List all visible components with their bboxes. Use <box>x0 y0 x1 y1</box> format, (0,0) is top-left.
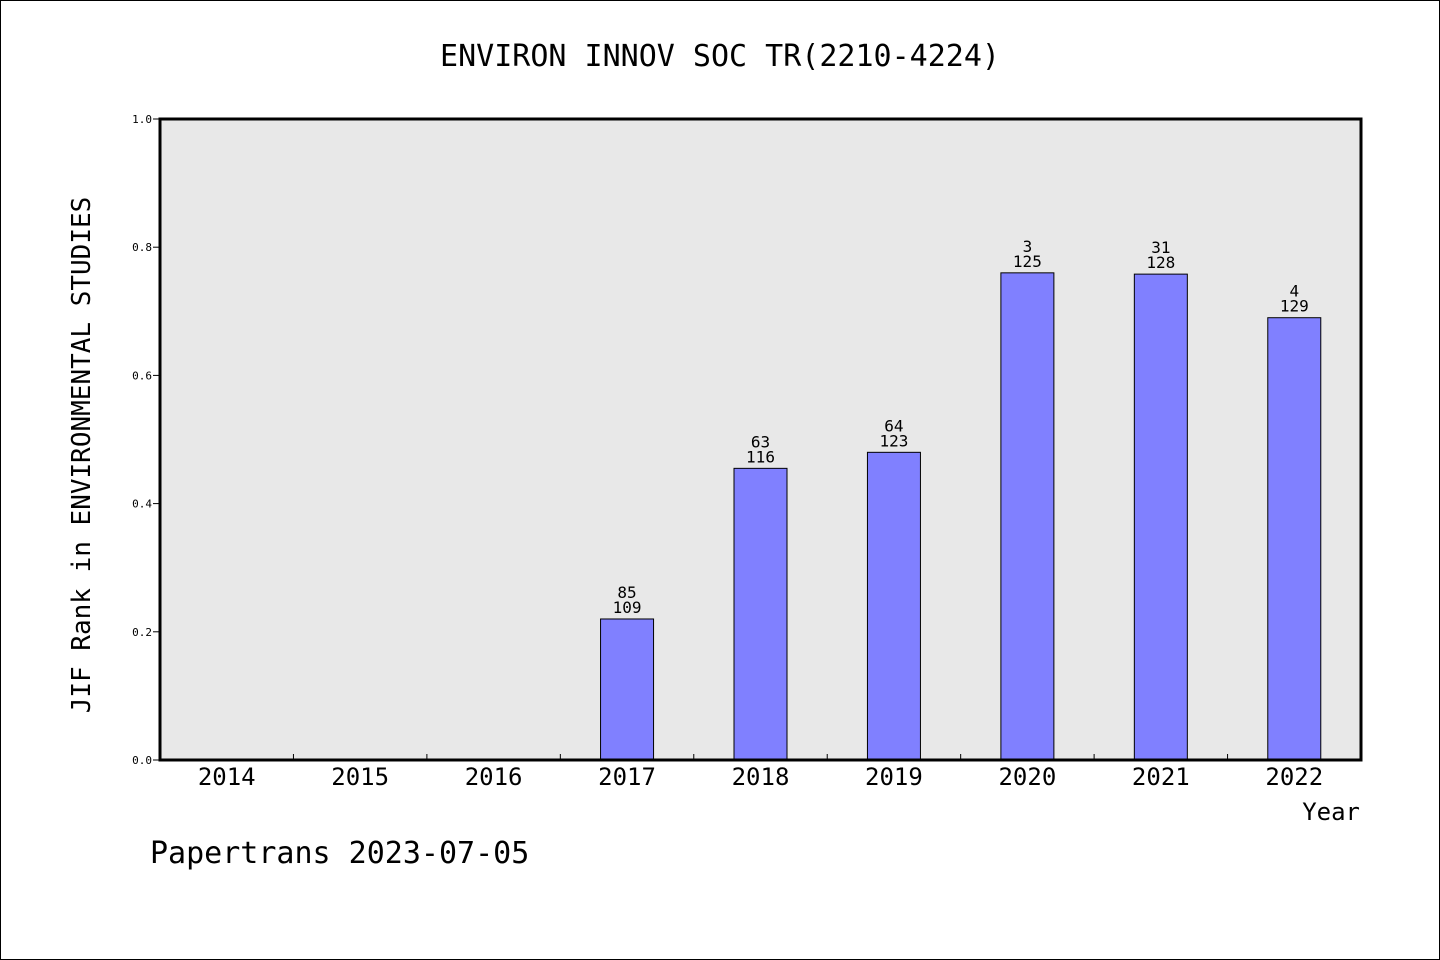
rank-label: 64 <box>884 416 903 435</box>
x-axis-ticks: 2014 2015 2016 2017 2018 2019 2020 2021 2022 <box>198 754 1323 791</box>
y-tick-label: 1.0 <box>132 113 152 126</box>
y-tick-label: 0.8 <box>132 241 152 254</box>
x-tick-label: 2016 <box>465 763 523 791</box>
bar-2021 <box>1133 273 1188 761</box>
bar-2018 <box>733 467 788 761</box>
y-tick-label: 0.4 <box>132 498 152 511</box>
chart-title: ENVIRON INNOV SOC TR(2210-4224) <box>440 39 1000 74</box>
total-label: 128 <box>1146 253 1175 272</box>
x-tick-label: 2017 <box>598 763 656 791</box>
bar-2020 <box>1000 272 1055 761</box>
rank-label: 63 <box>751 432 770 451</box>
plot-border <box>158 117 1363 762</box>
x-axis-label: Year <box>1302 798 1360 826</box>
y-axis-label: JIF Rank in ENVIRONMENTAL STUDIES <box>67 197 97 714</box>
x-tick-label: 2021 <box>1132 763 1190 791</box>
y-tick-label: 0.2 <box>132 626 152 639</box>
x-tick-label: 2020 <box>998 763 1056 791</box>
rank-label: 31 <box>1151 238 1170 257</box>
rank-label: 4 <box>1289 282 1299 301</box>
total-label: 116 <box>746 447 775 466</box>
rank-label: 85 <box>617 583 636 602</box>
total-label: 123 <box>879 431 908 450</box>
total-label: 109 <box>613 598 642 617</box>
x-tick-label: 2018 <box>732 763 790 791</box>
x-tick-label: 2019 <box>865 763 923 791</box>
y-tick-label: 0.6 <box>132 369 152 382</box>
x-tick-label: 2014 <box>198 763 256 791</box>
x-tick-label: 2015 <box>331 763 389 791</box>
bar-2019 <box>866 451 921 761</box>
total-label: 129 <box>1280 297 1309 316</box>
y-tick-label: 0.0 <box>132 754 152 767</box>
bars <box>600 272 1322 761</box>
x-tick-label: 2022 <box>1265 763 1323 791</box>
total-label: 125 <box>1013 252 1042 271</box>
bar-2017 <box>600 618 655 761</box>
rank-label: 3 <box>1023 237 1033 256</box>
bar-2022 <box>1267 317 1322 761</box>
y-axis-ticks: 0.0 0.2 0.4 0.6 0.8 1.0 <box>132 113 160 767</box>
footer-credit: Papertrans 2023-07-05 <box>150 836 529 871</box>
